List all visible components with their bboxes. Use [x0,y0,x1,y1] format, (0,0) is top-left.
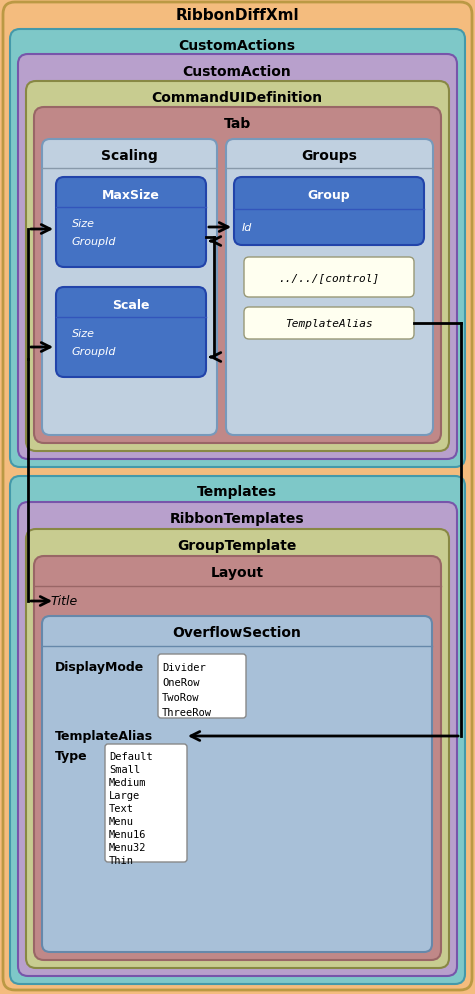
Text: Templates: Templates [197,484,277,499]
Text: MaxSize: MaxSize [102,189,160,203]
Text: OverflowSection: OverflowSection [172,625,302,639]
Text: Thin: Thin [109,855,134,865]
FancyBboxPatch shape [56,287,206,378]
Text: Title: Title [50,594,77,608]
Text: Size: Size [72,329,95,339]
Text: ThreeRow: ThreeRow [162,708,212,718]
FancyBboxPatch shape [34,108,441,443]
Text: ../../[control]: ../../[control] [278,272,380,282]
FancyBboxPatch shape [10,30,465,467]
FancyBboxPatch shape [18,503,457,976]
Text: TemplateAlias: TemplateAlias [55,730,153,743]
FancyBboxPatch shape [42,140,217,435]
FancyBboxPatch shape [34,557,441,960]
FancyBboxPatch shape [244,308,414,340]
FancyBboxPatch shape [3,3,472,990]
Text: Layout: Layout [210,566,264,580]
Text: RibbonTemplates: RibbonTemplates [170,512,304,526]
Text: Divider: Divider [162,662,206,672]
Text: Type: Type [55,749,87,762]
FancyBboxPatch shape [26,530,449,968]
Text: GroupId: GroupId [72,237,116,247]
Text: Large: Large [109,790,140,800]
Text: Default: Default [109,751,153,761]
FancyBboxPatch shape [26,82,449,451]
Text: Groups: Groups [301,149,357,163]
Text: Menu16: Menu16 [109,829,146,839]
Text: Text: Text [109,803,134,813]
Text: Group: Group [308,189,350,203]
Text: OneRow: OneRow [162,677,200,687]
FancyBboxPatch shape [158,654,246,719]
FancyBboxPatch shape [18,55,457,459]
Text: Medium: Medium [109,777,146,787]
Text: Menu: Menu [109,816,134,826]
FancyBboxPatch shape [10,476,465,984]
Text: CustomActions: CustomActions [179,39,295,53]
FancyBboxPatch shape [105,745,187,862]
Text: GroupTemplate: GroupTemplate [177,539,297,553]
FancyBboxPatch shape [234,178,424,246]
Text: RibbonDiffXml: RibbonDiffXml [175,9,299,24]
FancyBboxPatch shape [244,257,414,297]
Text: DisplayMode: DisplayMode [55,661,144,674]
Text: CommandUIDefinition: CommandUIDefinition [152,90,323,105]
Text: CustomAction: CustomAction [182,65,291,79]
FancyBboxPatch shape [42,616,432,952]
Text: Menu32: Menu32 [109,842,146,852]
Text: Small: Small [109,764,140,774]
Text: Id: Id [242,223,252,233]
Text: Size: Size [72,219,95,229]
Text: GroupId: GroupId [72,347,116,357]
Text: Scale: Scale [112,299,150,312]
Text: Scaling: Scaling [101,149,157,163]
FancyBboxPatch shape [226,140,433,435]
FancyBboxPatch shape [56,178,206,267]
Text: TemplateAlias: TemplateAlias [285,319,373,329]
Text: TwoRow: TwoRow [162,692,200,703]
Text: Tab: Tab [223,117,251,131]
